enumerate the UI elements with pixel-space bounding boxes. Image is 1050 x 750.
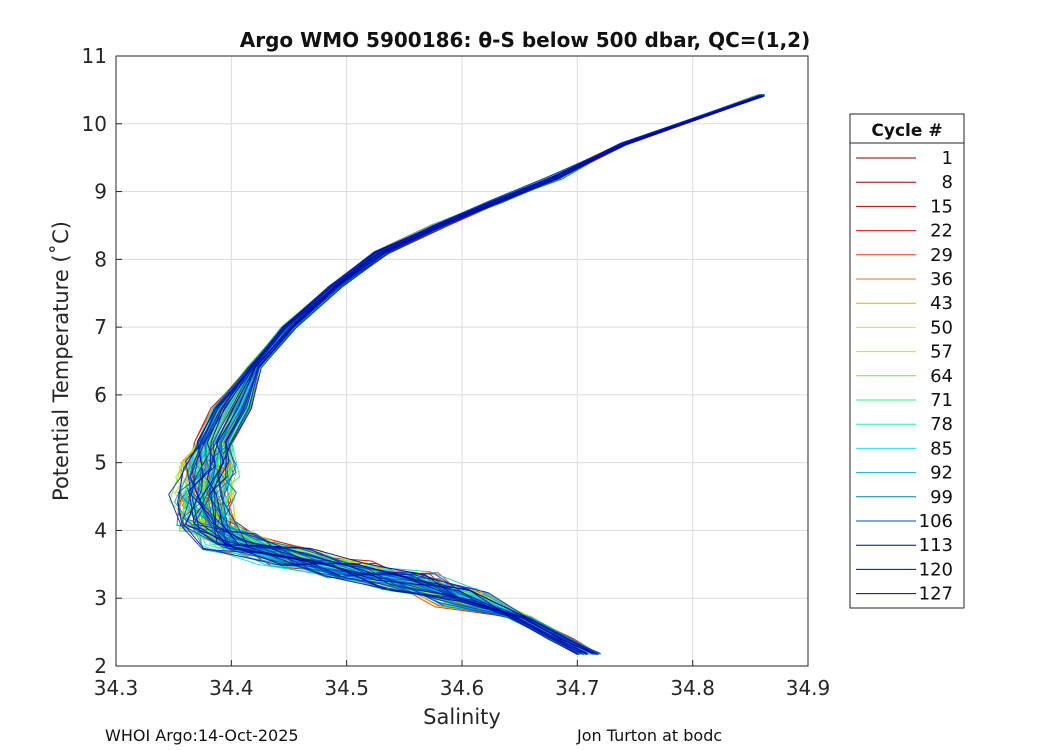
- x-tick-label: 34.5: [324, 676, 369, 700]
- legend-label: 78: [930, 414, 953, 435]
- legend-label: 57: [930, 342, 953, 363]
- legend-label: 8: [942, 172, 953, 193]
- legend-label: 106: [919, 511, 953, 532]
- y-axis-label: Potential Temperature (˚C): [49, 221, 73, 501]
- y-tick-label: 7: [94, 315, 107, 339]
- chart-title: Argo WMO 5900186: θ-S below 500 dbar, QC…: [240, 28, 810, 52]
- profile-line: [198, 95, 765, 654]
- legend-label: 64: [930, 366, 953, 387]
- legend-box: [849, 113, 965, 609]
- legend-label: 71: [930, 390, 953, 411]
- x-axis-label: Salinity: [423, 705, 501, 729]
- legend-label: 92: [930, 463, 953, 484]
- legend-label: 85: [930, 438, 953, 459]
- x-tick-label: 34.4: [209, 676, 254, 700]
- profile-line: [188, 95, 761, 654]
- x-ticks: 34.3 34.4 34.5 34.6 34.7 34.8 34.9: [94, 660, 831, 700]
- x-tick-label: 34.8: [670, 676, 715, 700]
- legend-label: 127: [919, 584, 953, 605]
- y-tick-label: 5: [94, 451, 107, 475]
- y-tick-label: 9: [94, 180, 107, 204]
- legend-label: 1: [942, 148, 953, 169]
- footer-left-text: WHOI Argo:14-Oct-2025: [105, 726, 299, 745]
- y-tick-label: 10: [82, 112, 107, 136]
- y-tick-label: 11: [82, 44, 107, 68]
- legend-title: Cycle #: [871, 121, 942, 141]
- legend-label: 15: [930, 196, 953, 217]
- y-tick-label: 3: [94, 586, 107, 610]
- legend-label: 22: [930, 221, 953, 242]
- x-tick-label: 34.9: [786, 676, 831, 700]
- legend-label: 43: [930, 293, 953, 314]
- legend-label: 36: [930, 269, 953, 290]
- legend: Cycle # 18152229364350576471788592991061…: [849, 113, 965, 609]
- y-tick-label: 2: [94, 654, 107, 678]
- legend-label: 99: [930, 487, 953, 508]
- x-tick-label: 34.6: [440, 676, 485, 700]
- legend-label: 50: [930, 317, 953, 338]
- x-tick-label: 34.7: [555, 676, 600, 700]
- legend-items: 1 8 15 22 29 36 43 50 57 64 71 78 85 92 99 106 113 120 127: [856, 148, 953, 605]
- legend-label: 120: [919, 559, 953, 580]
- y-tick-label: 4: [94, 518, 107, 542]
- y-ticks: 2 3 4 5 6 7 8 9 10 11: [82, 44, 122, 678]
- footer-right-text: Jon Turton at bodc: [577, 726, 723, 745]
- profile-line: [206, 95, 765, 654]
- y-tick-label: 8: [94, 247, 107, 271]
- legend-label: 113: [919, 535, 953, 556]
- profile-line: [184, 95, 761, 656]
- profiles: [168, 93, 766, 656]
- legend-label: 29: [930, 245, 953, 266]
- x-tick-label: 34.3: [94, 676, 139, 700]
- y-tick-label: 6: [94, 383, 107, 407]
